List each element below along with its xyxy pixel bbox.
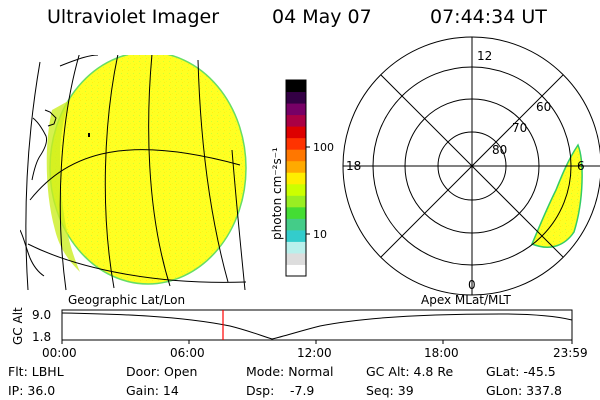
colorbar-segment	[286, 264, 306, 277]
mlt-label-6: 6	[577, 159, 585, 173]
lat-label-70: 70	[512, 121, 527, 135]
altitude-curve	[61, 312, 573, 340]
polar-plot	[342, 36, 600, 296]
coastline-2	[44, 109, 57, 127]
altitude-xtick-0: 00:00	[42, 346, 77, 360]
colorbar-segment	[286, 137, 306, 150]
filter-status: Flt: LBHL	[8, 364, 64, 379]
glon-status: GLon: 337.8	[486, 383, 562, 398]
altitude-xtick-1: 06:00	[170, 346, 205, 360]
colorbar-segment	[286, 160, 306, 173]
colorbar-segment	[286, 126, 306, 139]
limb-glow	[46, 100, 80, 272]
mode-status: Mode: Normal	[246, 364, 334, 379]
altitude-xtick-4: 23:59	[553, 346, 588, 360]
instrument-title: Ultraviolet Imager	[47, 6, 220, 28]
lat-label-60: 60	[536, 100, 551, 114]
polar-plot-title: Apex MLat/MLT	[421, 293, 511, 307]
altitude-xtick-2: 12:00	[297, 346, 332, 360]
coastline	[31, 117, 47, 181]
gc-alt-status: GC Alt: 4.8 Re	[366, 364, 454, 379]
colorbar-segment	[286, 229, 306, 242]
colorbar-segment	[286, 252, 306, 265]
colorbar-tick-100: 100	[313, 141, 334, 154]
colorbar-segment	[286, 172, 306, 185]
mlt-label-12: 12	[477, 49, 492, 63]
dsp-label: Dsp:	[246, 383, 275, 398]
colorbar-segment	[286, 241, 306, 254]
glat-status: GLat: -45.5	[486, 364, 556, 379]
earth-view	[20, 55, 247, 291]
colorbar-segment	[286, 206, 306, 219]
door-status: Door: Open	[126, 364, 198, 379]
altitude-xtick-3: 18:00	[424, 346, 459, 360]
colorbar-segment	[286, 195, 306, 208]
mlt-label-18: 18	[346, 159, 361, 173]
altitude-ytick-max: 9.0	[32, 308, 51, 322]
date-label: 04 May 07	[272, 6, 372, 28]
earth-view-title: Geographic Lat/Lon	[68, 293, 185, 307]
colorbar-segment	[286, 80, 306, 93]
island	[88, 133, 90, 137]
colorbar-segment	[286, 218, 306, 231]
seq-status: Seq: 39	[366, 383, 414, 398]
lat-label-80: 80	[492, 143, 507, 157]
altitude-ylabel: GC Alt	[11, 307, 25, 345]
colorbar-segment	[286, 114, 306, 127]
colorbar-segment	[286, 183, 306, 196]
gain-status: Gain: 14	[126, 383, 179, 398]
dsp-value: -7.9	[290, 383, 315, 398]
colorbar-segment	[286, 149, 306, 162]
colorbar-tick-10: 10	[313, 228, 327, 241]
time-label: 07:44:34 UT	[430, 6, 547, 28]
mlt-label-0: 0	[468, 278, 476, 292]
ip-status: IP: 36.0	[8, 383, 56, 398]
earth-disk	[49, 55, 247, 285]
colorbar-segment	[286, 91, 306, 104]
colorbar-label: photon cm⁻²s⁻¹	[270, 147, 284, 240]
colorbar	[286, 80, 306, 277]
coastline-3	[20, 229, 45, 277]
auroral-oval	[531, 143, 583, 248]
altitude-plot	[61, 309, 573, 344]
altitude-ytick-min: 1.8	[32, 330, 51, 344]
colorbar-segment	[286, 103, 306, 116]
colorbar-frame	[285, 79, 307, 277]
